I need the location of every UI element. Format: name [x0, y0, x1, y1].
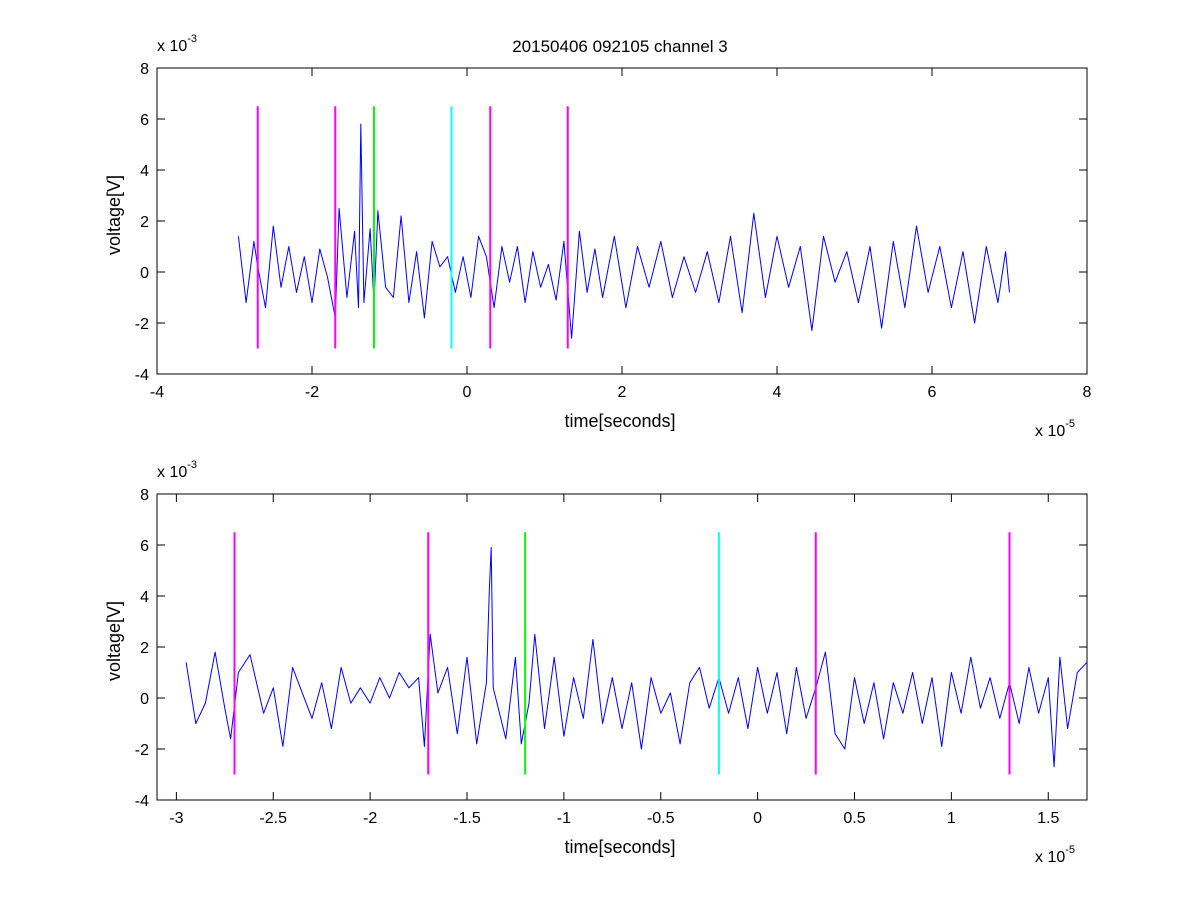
- y-multiplier-base: x 10: [157, 38, 187, 55]
- y-tick-label: 2: [140, 214, 149, 231]
- y-multiplier-base: x 10: [157, 464, 187, 481]
- y-tick-label: -4: [135, 793, 149, 810]
- y-multiplier-exponent: -3: [187, 33, 197, 45]
- x-tick-label: -0.5: [647, 810, 675, 827]
- y-tick-label: 0: [140, 265, 149, 282]
- x-tick-label: -2: [363, 810, 377, 827]
- x-multiplier-base: x 10: [1035, 849, 1065, 866]
- y-axis-label: voltage[V]: [104, 175, 124, 255]
- x-axis-multiplier: x 10-5: [1035, 844, 1075, 866]
- y-tick-label: -2: [135, 742, 149, 759]
- x-multiplier-exponent: -5: [1065, 844, 1075, 856]
- x-tick-label: -3: [169, 810, 183, 827]
- signal-series-line: [185, 547, 1087, 768]
- y-multiplier-exponent: -3: [187, 459, 197, 471]
- y-tick-label: 4: [140, 589, 149, 606]
- x-tick-label: 0: [463, 384, 472, 401]
- x-axis-multiplier: x 10-5: [1035, 418, 1075, 440]
- x-tick-label: 0.5: [843, 810, 865, 827]
- y-tick-label: 6: [140, 112, 149, 129]
- y-axis-multiplier: x 10-3: [157, 459, 197, 481]
- x-tick-label: 1.5: [1037, 810, 1059, 827]
- x-tick-label: 4: [773, 384, 782, 401]
- y-tick-label: -2: [135, 316, 149, 333]
- x-tick-label: 2: [618, 384, 627, 401]
- figure-title: 20150406 092105 channel 3: [512, 37, 728, 56]
- y-tick-label: 2: [140, 640, 149, 657]
- x-tick-label: -4: [150, 384, 164, 401]
- x-tick-label: -1.5: [453, 810, 481, 827]
- x-tick-label: 6: [928, 384, 937, 401]
- x-tick-label: -2: [305, 384, 319, 401]
- y-tick-label: 6: [140, 538, 149, 555]
- y-tick-label: 8: [140, 61, 149, 78]
- y-axis-multiplier: x 10-3: [157, 33, 197, 55]
- x-axis-label: time[seconds]: [564, 837, 675, 857]
- x-tick-label: 0: [753, 810, 762, 827]
- x-tick-label: -2.5: [259, 810, 287, 827]
- y-tick-label: 0: [140, 691, 149, 708]
- y-tick-label: 8: [140, 487, 149, 504]
- y-axis-label: voltage[V]: [104, 601, 124, 681]
- y-tick-label: -4: [135, 367, 149, 384]
- signal-series-line: [237, 123, 1010, 339]
- y-tick-label: 4: [140, 163, 149, 180]
- x-multiplier-exponent: -5: [1065, 418, 1075, 430]
- x-tick-label: 1: [947, 810, 956, 827]
- x-tick-label: 8: [1083, 384, 1092, 401]
- x-axis-label: time[seconds]: [564, 411, 675, 431]
- x-multiplier-base: x 10: [1035, 423, 1065, 440]
- x-tick-label: -1: [557, 810, 571, 827]
